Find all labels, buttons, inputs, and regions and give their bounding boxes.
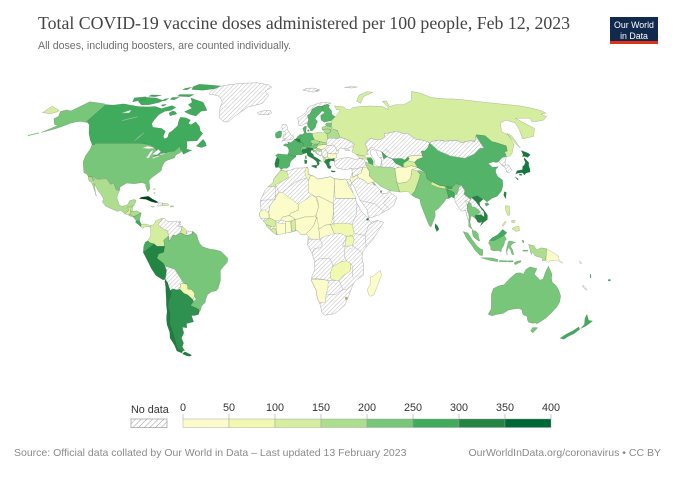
svg-text:200: 200 — [358, 402, 376, 414]
svg-text:150: 150 — [312, 402, 330, 414]
svg-text:0: 0 — [180, 402, 186, 414]
svg-text:250: 250 — [404, 402, 422, 414]
svg-text:300: 300 — [450, 402, 468, 414]
svg-text:350: 350 — [496, 402, 514, 414]
svg-text:100: 100 — [266, 402, 284, 414]
svg-text:Source: Official data collated: Source: Official data collated by Our Wo… — [14, 447, 407, 459]
svg-text:400: 400 — [542, 402, 560, 414]
svg-text:No data: No data — [131, 404, 169, 416]
svg-text:OurWorldInData.org/coronavirus: OurWorldInData.org/coronavirus • CC BY — [468, 447, 661, 459]
svg-text:50: 50 — [223, 402, 235, 414]
